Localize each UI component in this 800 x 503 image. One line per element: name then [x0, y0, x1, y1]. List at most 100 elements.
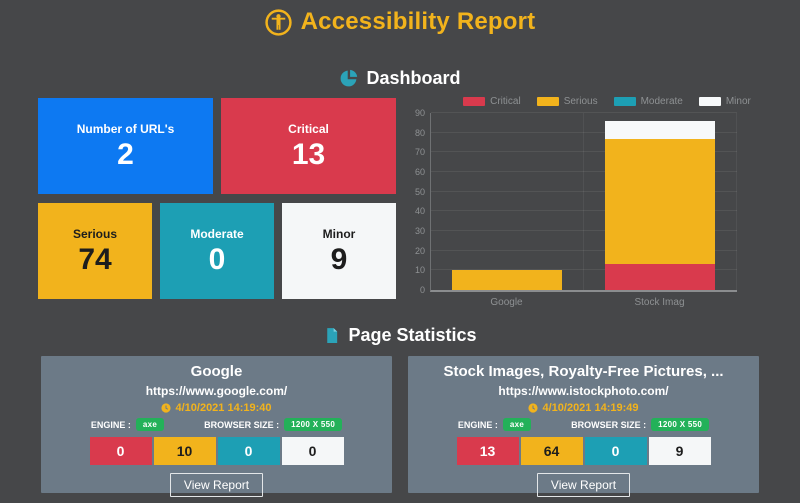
stat-value: 9: [330, 243, 348, 276]
stat-value: 0: [208, 243, 226, 276]
y-axis-tick: 10: [414, 265, 425, 276]
stacked-bar: [452, 270, 562, 290]
bar-slots: [431, 113, 737, 290]
view-report-button[interactable]: View Report: [536, 473, 631, 497]
stat-value: 2: [117, 138, 134, 171]
engine-label: ENGINE :: [90, 419, 131, 430]
legend-item-serious: Serious: [536, 96, 598, 107]
stat-label: Critical: [288, 122, 329, 136]
minor-count-box: 0: [281, 437, 344, 465]
moderate-count-box: 0: [584, 437, 647, 465]
browser-size-badge: 1200 X 550: [651, 418, 710, 431]
y-axis-tick: 60: [414, 167, 425, 177]
bar-segment-serious: [452, 270, 562, 290]
legend-label: Minor: [725, 96, 751, 107]
y-axis-tick: 40: [414, 206, 425, 217]
legend-item-moderate: Moderate: [613, 96, 683, 107]
critical-count-box: 0: [89, 437, 152, 465]
page-card-url: https://www.istockphoto.com/: [498, 384, 669, 398]
view-report-button[interactable]: View Report: [169, 473, 264, 497]
dashboard-cards: Number of URL's 2 Critical 13 Serious 74…: [38, 98, 396, 308]
gridline: [431, 210, 737, 212]
app-header: Accessibility Report: [0, 8, 800, 36]
legend-label: Moderate: [640, 96, 683, 107]
page-card-meta: ENGINE : axe BROWSER SIZE : 1200 X 550: [457, 418, 710, 431]
stat-label: Serious: [72, 227, 117, 241]
stat-card-moderate: Moderate 0: [160, 203, 274, 299]
page-card-title: Stock Images, Royalty-Free Pictures, ...: [443, 363, 724, 380]
page-card-stat-boxes: 0 10 0 0: [89, 437, 344, 465]
y-axis-tick: 0: [419, 285, 425, 295]
dashboard-heading: Dashboard: [0, 68, 800, 89]
stat-label: Moderate: [190, 227, 244, 241]
bar-segment-minor: [605, 120, 715, 139]
bar-slot-stock-imag: [584, 113, 737, 290]
legend-swatch: [698, 97, 721, 106]
legend-item-critical: Critical: [463, 96, 521, 107]
clock-icon: [528, 403, 539, 413]
pie-chart-icon: [339, 69, 358, 88]
browser-size-group: BROWSER SIZE : 1200 X 550: [204, 418, 343, 431]
page-card-timestamp: 4/10/2021 14:19:49: [528, 402, 639, 414]
moderate-count-box: 0: [217, 437, 280, 465]
chart-plot-area: 0 10 20 30 40 50 60 70 80 90: [415, 108, 737, 295]
legend-label: Serious: [563, 96, 598, 107]
gridline: [431, 269, 737, 271]
legend-item-minor: Minor: [698, 96, 751, 107]
legend-swatch: [536, 97, 559, 106]
issues-bar-chart: Critical Serious Moderate Minor 0 10 20 30 40 50…: [402, 96, 792, 308]
page-card-meta: ENGINE : axe BROWSER SIZE : 1200 X 550: [90, 418, 343, 431]
bar-segment-critical: [605, 264, 715, 290]
page-statistics-heading-label: Page Statistics: [348, 325, 477, 345]
gridline: [431, 131, 737, 133]
gridline: [431, 190, 737, 192]
stacked-bar: [605, 120, 715, 290]
engine-badge: axe: [135, 418, 165, 431]
minor-count-box: 9: [648, 437, 711, 465]
serious-count-box: 10: [153, 437, 216, 465]
engine-badge: axe: [502, 418, 532, 431]
page-statistics-cards: Google https://www.google.com/ 4/10/2021…: [41, 356, 759, 497]
bar-segment-serious: [605, 138, 715, 265]
y-axis-tick: 20: [414, 245, 425, 256]
chart-x-axis-labels: Google Stock Imag: [430, 297, 736, 308]
page-card-istockphoto: Stock Images, Royalty-Free Pictures, ...…: [408, 356, 759, 497]
y-axis-tick: 50: [414, 186, 425, 197]
stat-card-serious: Serious 74: [38, 203, 152, 299]
page-card-title: Google: [190, 363, 243, 380]
dashboard-heading-label: Dashboard: [366, 68, 461, 88]
document-icon: [323, 326, 340, 345]
legend-label: Critical: [490, 96, 521, 107]
page-statistics-heading: Page Statistics: [0, 325, 800, 346]
page-card-google: Google https://www.google.com/ 4/10/2021…: [41, 356, 392, 497]
engine-group: ENGINE : axe: [457, 418, 532, 431]
x-axis-label: Stock Imag: [634, 297, 685, 308]
browser-size-label: BROWSER SIZE :: [571, 419, 647, 430]
stat-label: Minor: [322, 227, 356, 241]
browser-size-group: BROWSER SIZE : 1200 X 550: [571, 418, 710, 431]
gridline: [431, 151, 737, 153]
page-card-timestamp: 4/10/2021 14:19:40: [161, 402, 272, 414]
bar-slot-google: [431, 113, 584, 290]
stat-label: Number of URL's: [76, 122, 175, 136]
stat-value: 74: [78, 243, 112, 276]
stat-card-critical: Critical 13: [221, 98, 396, 194]
page-title: Accessibility Report: [300, 8, 536, 35]
y-axis-tick: 70: [414, 147, 425, 158]
legend-swatch: [613, 97, 636, 106]
y-axis-tick: 90: [414, 108, 425, 118]
timestamp-text: 4/10/2021 14:19:49: [542, 402, 639, 414]
accessibility-icon: [264, 8, 292, 36]
stat-card-url-count: Number of URL's 2: [38, 98, 213, 194]
timestamp-text: 4/10/2021 14:19:40: [175, 402, 272, 414]
engine-label: ENGINE :: [457, 419, 498, 430]
gridline: [431, 171, 737, 172]
stat-card-minor: Minor 9: [282, 203, 396, 299]
y-axis-tick: 30: [414, 226, 425, 236]
x-axis-label: Google: [490, 297, 523, 308]
engine-group: ENGINE : axe: [90, 418, 165, 431]
critical-count-box: 13: [456, 437, 519, 465]
browser-size-badge: 1200 X 550: [284, 418, 343, 431]
legend-swatch: [463, 97, 486, 106]
gridline: [431, 230, 737, 231]
